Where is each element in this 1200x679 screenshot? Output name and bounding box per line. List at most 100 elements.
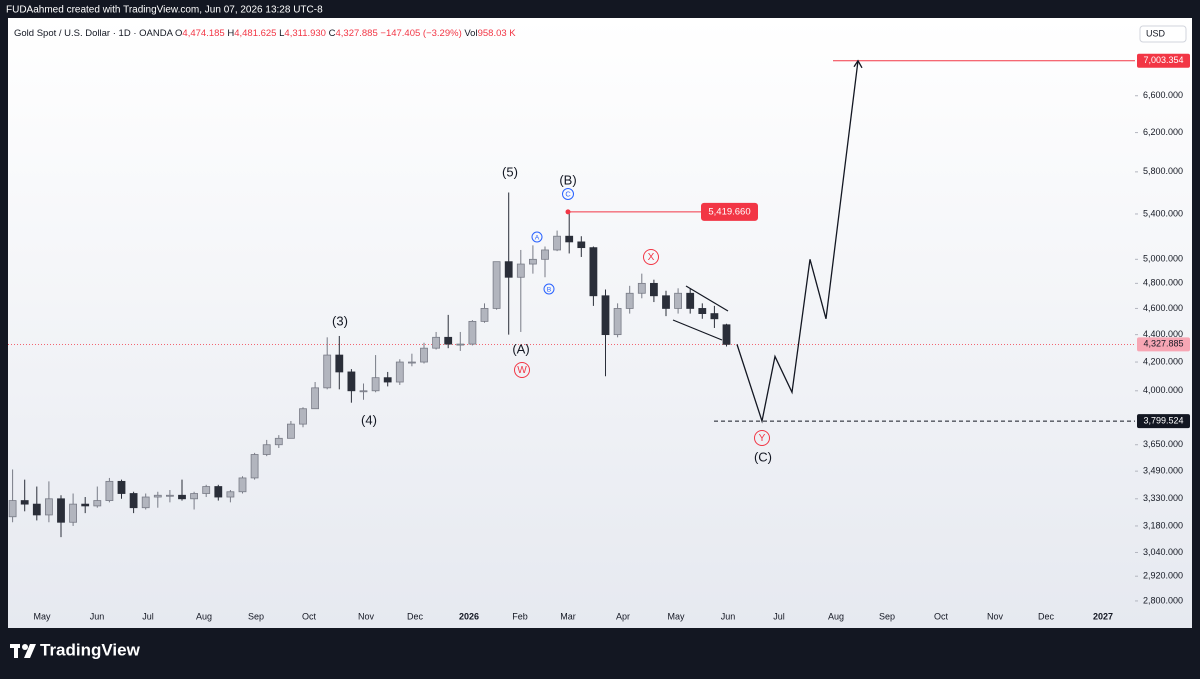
wedge-line <box>672 319 723 341</box>
candle-body <box>20 500 29 505</box>
circled-label-ring <box>562 188 574 200</box>
currency-box <box>1139 25 1187 43</box>
candle-body <box>165 494 174 497</box>
candle-body <box>444 336 453 345</box>
circled-label: C <box>565 189 571 198</box>
candle-body <box>553 235 561 251</box>
candle-body <box>262 444 271 455</box>
wave-label: (C) <box>754 449 772 464</box>
x-tick-label: Mar <box>560 611 576 621</box>
price-label-box <box>1137 53 1190 68</box>
y-tick-label: 4,600.000 <box>1143 303 1183 313</box>
y-tick-label: 4,000.000 <box>1143 385 1183 395</box>
x-tick-label: Jul <box>142 611 154 621</box>
x-tick-label: Sep <box>248 611 264 621</box>
y-tick-label: 5,000.000 <box>1143 254 1183 264</box>
candle-body <box>601 295 610 336</box>
x-tick-label: Nov <box>358 611 375 621</box>
candle-body <box>637 282 646 294</box>
candle-body <box>383 377 392 383</box>
candle-body <box>625 292 634 309</box>
y-tick-label: 3,650.000 <box>1143 439 1183 449</box>
candle-body <box>650 282 658 297</box>
candle-body <box>359 390 368 393</box>
x-tick-label: Nov <box>987 611 1004 621</box>
price-label: 3,799.524 <box>1143 415 1183 425</box>
projection-path <box>736 60 859 424</box>
circled-label-ring <box>754 430 770 446</box>
circled-label: A <box>535 234 540 241</box>
candle-body <box>117 480 126 494</box>
x-tick-label: Jun <box>90 611 105 621</box>
candle-body <box>323 354 332 389</box>
candle-body <box>662 295 670 309</box>
price-label: 7,003.354 <box>1143 55 1183 65</box>
x-tick-label: Dec <box>407 611 424 621</box>
candle-body <box>589 247 598 297</box>
candle-body <box>190 493 199 500</box>
price-label-box <box>1137 337 1190 352</box>
candle-body <box>299 408 307 425</box>
candle-body <box>274 437 283 446</box>
candle-body <box>395 361 404 383</box>
wave-label: (4) <box>361 412 377 427</box>
logo <box>10 644 36 658</box>
candle-body <box>153 494 162 498</box>
price-label: 4,327.885 <box>1143 339 1183 349</box>
candle-body <box>698 308 707 314</box>
x-tick-label: Aug <box>196 611 212 621</box>
y-tick-label: 4,800.000 <box>1143 278 1183 288</box>
y-tick-label: 2,920.000 <box>1143 571 1183 581</box>
level-label: 5,419.660 <box>708 206 750 217</box>
circled-label-ring <box>514 362 530 378</box>
candle-body <box>93 500 102 507</box>
candle-body <box>541 249 549 260</box>
candle-body <box>335 354 344 373</box>
circled-label: W <box>517 365 527 376</box>
y-tick-label: 5,400.000 <box>1143 208 1183 218</box>
x-tick-label: Jun <box>721 611 736 621</box>
x-tick-label: Apr <box>616 611 630 621</box>
x-tick-label: May <box>33 611 51 621</box>
candle-body <box>613 308 622 336</box>
title-part: O <box>175 28 182 39</box>
candle-body <box>8 500 17 518</box>
y-tick-label: 3,040.000 <box>1143 547 1183 557</box>
chart-panel <box>8 18 1192 628</box>
circled-label-ring <box>643 249 659 265</box>
candle-body <box>722 324 731 345</box>
candle-body <box>238 477 247 493</box>
candle-body <box>565 235 574 243</box>
candle-body <box>286 423 295 439</box>
candle-body <box>710 313 719 320</box>
x-tick-label: Oct <box>934 611 949 621</box>
y-tick-label: 2,800.000 <box>1143 595 1183 605</box>
x-tick-label: Sep <box>879 611 895 621</box>
wave-label: (B) <box>559 172 576 187</box>
y-tick-label: 6,200.000 <box>1143 127 1183 137</box>
currency: USD <box>1146 28 1166 38</box>
candle-body <box>250 454 259 479</box>
y-tick-label: 3,180.000 <box>1143 520 1183 530</box>
candle-body <box>577 241 586 249</box>
x-tick-label: May <box>667 611 685 621</box>
candle-body <box>504 261 513 278</box>
candle-body <box>468 320 477 345</box>
candle-body <box>178 494 186 500</box>
symbol-title: Gold Spot / U.S. Dollar · 1D · OANDA O4,… <box>14 28 516 39</box>
candle-body <box>432 336 441 349</box>
candle-body <box>32 503 41 516</box>
candle-body <box>492 261 501 309</box>
title-part: Gold Spot / U.S. Dollar · 1D · OANDA <box>14 28 174 39</box>
title-part: C <box>329 28 336 39</box>
candle-body <box>311 387 320 410</box>
candle-body <box>141 496 150 509</box>
candle-body <box>456 343 465 346</box>
candle-body <box>407 361 416 364</box>
title-part: 958.03 K <box>478 28 517 39</box>
title-part: L <box>279 28 284 39</box>
title-part: Vol <box>464 28 477 39</box>
candle-body <box>480 308 489 322</box>
candle-body <box>214 486 223 498</box>
